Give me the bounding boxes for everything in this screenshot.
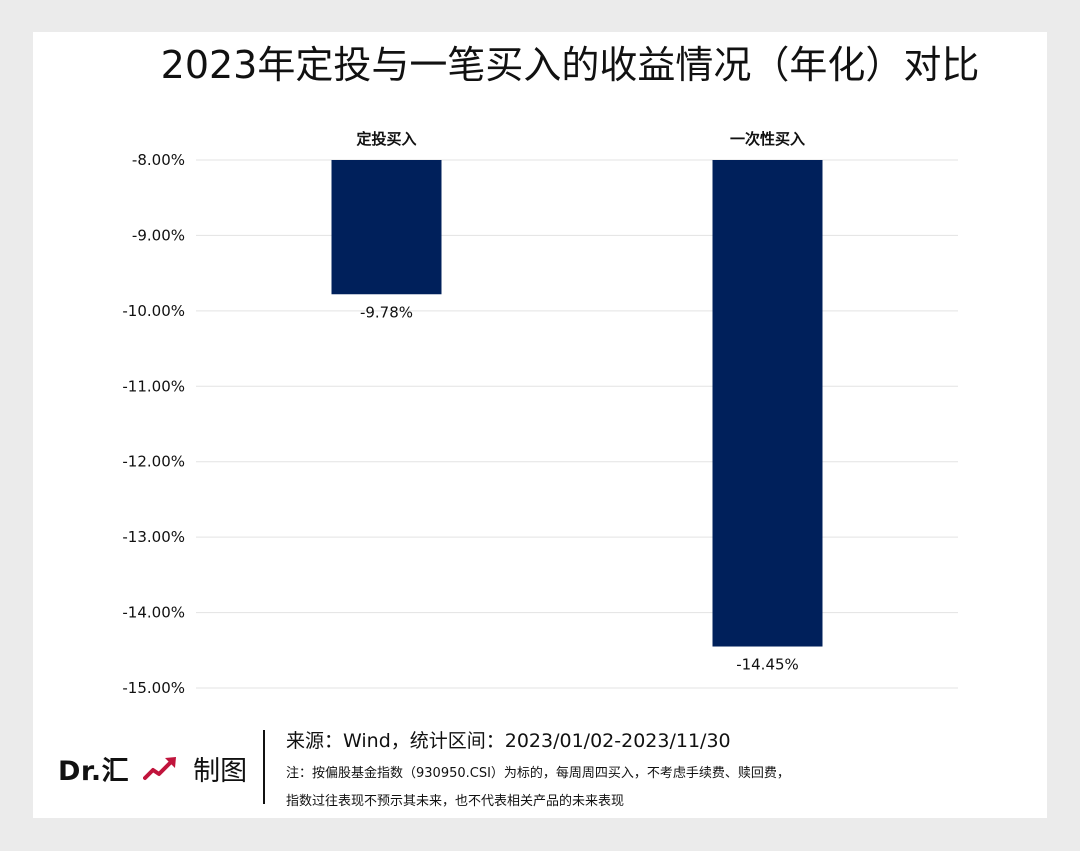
y-tick-label: -12.00%: [122, 453, 185, 471]
y-tick-label: -14.00%: [122, 604, 185, 622]
y-tick-label: -10.00%: [122, 302, 185, 320]
data-label: -14.45%: [736, 656, 799, 674]
y-tick-label: -8.00%: [132, 151, 185, 169]
chart-title: 2023年定投与一笔买入的收益情况（年化）对比: [160, 43, 980, 87]
brand-block: Dr.汇 制图: [58, 750, 248, 787]
data-label: -9.78%: [360, 303, 413, 321]
note-line-2: 指数过往表现不预示其未来，也不代表相关产品的未来表现: [286, 794, 625, 809]
bar: [712, 160, 823, 647]
brand-made-label: 制图: [193, 755, 248, 787]
trend-up-arrow-icon: [143, 757, 177, 780]
y-tick-label: -13.00%: [122, 528, 185, 546]
source-text: 来源：Wind，统计区间：2023/01/02-2023/11/30: [286, 730, 731, 752]
y-tick-label: -15.00%: [122, 679, 185, 697]
footer-divider: [263, 730, 265, 804]
brand-name: Dr.汇: [58, 755, 130, 787]
bar: [331, 160, 442, 295]
chart-card: [33, 32, 1047, 818]
y-tick-label: -9.00%: [132, 226, 185, 244]
y-tick-label: -11.00%: [122, 377, 185, 395]
category-label: 定投买入: [356, 130, 416, 148]
category-label: 一次性买入: [730, 130, 805, 148]
note-line-1: 注：按偏股基金指数（930950.CSI）为标的，每周周四买入，不考虑手续费、赎…: [286, 766, 790, 781]
